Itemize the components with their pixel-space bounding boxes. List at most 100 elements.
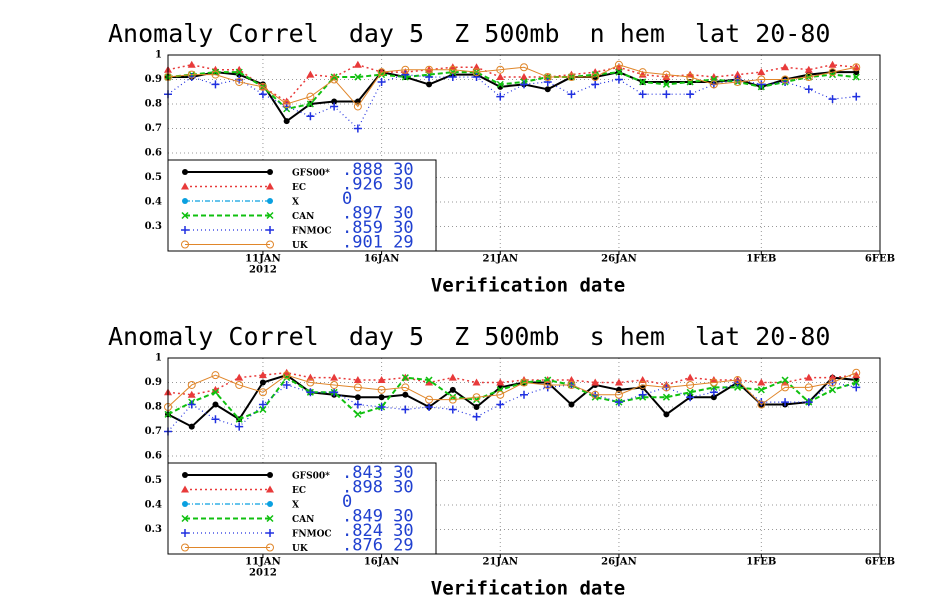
marker (378, 394, 385, 401)
marker (259, 405, 267, 413)
marker (496, 400, 505, 409)
marker (828, 95, 837, 104)
marker (235, 77, 244, 86)
marker (258, 82, 267, 91)
marker (182, 169, 188, 175)
marker (828, 68, 837, 77)
marker (662, 393, 670, 401)
marker (543, 77, 552, 86)
marker (734, 383, 742, 391)
y-tick-label: 1 (155, 353, 162, 364)
marker (781, 378, 790, 386)
marker (757, 75, 766, 84)
marker (425, 403, 434, 411)
marker (266, 182, 274, 190)
plot-frame (167, 357, 881, 555)
marker (187, 390, 196, 398)
marker (496, 80, 504, 88)
marker (615, 68, 623, 76)
marker (709, 388, 718, 397)
marker (377, 77, 386, 86)
x-tick-label: 21JAN (482, 254, 518, 265)
marker (448, 73, 457, 82)
marker (591, 378, 600, 386)
marker (638, 68, 647, 77)
marker (828, 373, 837, 381)
marker (211, 415, 220, 424)
marker (449, 386, 456, 393)
marker (211, 371, 220, 380)
x-tick-label: 11JAN (245, 557, 281, 568)
marker (472, 63, 481, 71)
marker (567, 376, 576, 384)
marker (638, 376, 647, 384)
marker (567, 73, 576, 82)
marker (591, 390, 600, 399)
marker (181, 240, 189, 249)
y-tick-label: 0.8 (145, 402, 162, 413)
marker (181, 514, 189, 523)
marker (686, 388, 694, 396)
legend-name: GFS00* (292, 169, 330, 179)
marker (709, 80, 718, 89)
marker (306, 373, 315, 381)
marker (828, 60, 837, 68)
marker (354, 410, 362, 418)
legend-name: FNMOC (292, 530, 332, 540)
marker (259, 379, 266, 386)
marker (211, 80, 220, 89)
marker (709, 378, 718, 387)
marker (568, 401, 575, 408)
marker (331, 98, 338, 105)
marker (187, 400, 196, 409)
marker (212, 401, 219, 408)
marker (662, 383, 671, 392)
marker (235, 68, 243, 76)
marker (686, 70, 695, 78)
legend-name: GFS00* (292, 472, 330, 482)
series-line (167, 63, 857, 103)
marker (401, 374, 409, 382)
marker (425, 378, 434, 386)
marker (567, 380, 576, 389)
x-year-label: 2012 (249, 568, 277, 579)
marker (804, 383, 813, 392)
marker (520, 390, 528, 399)
x-tick-label: 1FEB (746, 557, 776, 568)
x-axis-label: Verification date (431, 275, 625, 297)
legend-stat: 0 (342, 492, 352, 512)
marker (614, 378, 623, 386)
marker (306, 112, 315, 121)
marker (662, 90, 671, 99)
marker (733, 70, 742, 78)
marker (614, 60, 623, 69)
marker (267, 169, 273, 175)
marker (181, 211, 189, 220)
x-tick-label: 6FEB (865, 254, 895, 265)
marker (282, 368, 291, 376)
marker (496, 92, 505, 101)
marker (496, 390, 505, 399)
marker (378, 71, 386, 79)
marker (781, 398, 790, 407)
legend-stat: .859 30 (342, 218, 414, 238)
marker (266, 543, 274, 552)
marker (267, 198, 273, 204)
legend-stat: .898 30 (342, 478, 414, 498)
x-axis-label: Verification date (431, 578, 625, 600)
marker (757, 386, 765, 394)
marker (686, 90, 695, 99)
legend-stat: .849 30 (342, 507, 414, 527)
marker (182, 501, 188, 507)
x-tick-label: 26JAN (601, 254, 637, 265)
marker (686, 73, 695, 82)
chart-title: Anomaly Correl day 5 Z 500mb n hem lat 2… (108, 19, 830, 48)
marker (181, 529, 189, 537)
marker (662, 80, 670, 88)
marker (258, 388, 267, 397)
legend-box (167, 159, 437, 252)
marker (757, 378, 766, 386)
x-tick-label: 26JAN (601, 557, 637, 568)
marker (425, 73, 434, 82)
